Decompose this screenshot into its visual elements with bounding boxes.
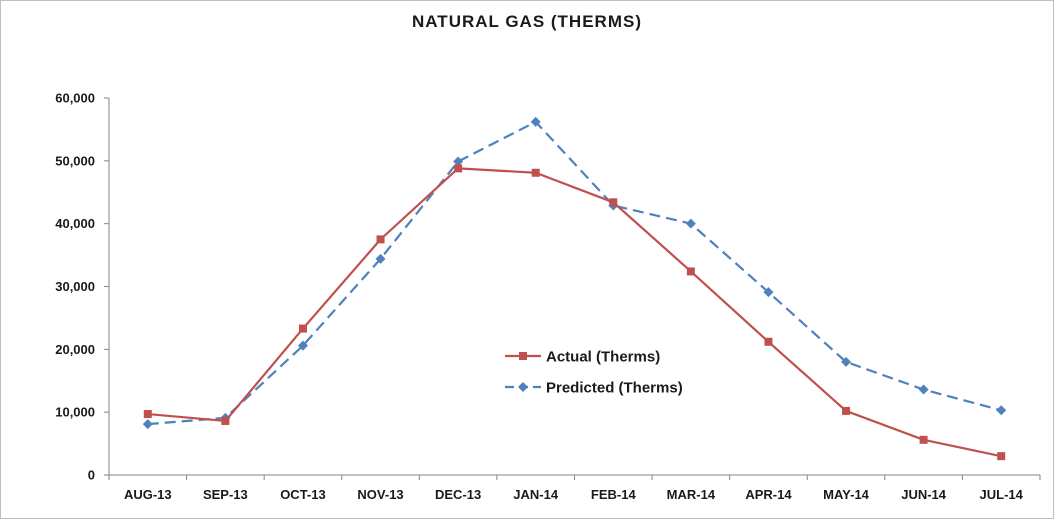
data-point-actual-therms xyxy=(531,168,540,177)
legend-swatch-marker xyxy=(518,382,528,392)
x-tick-label: OCT-13 xyxy=(280,487,326,502)
data-point-actual-therms xyxy=(298,324,307,333)
y-tick-label: 50,000 xyxy=(55,153,95,168)
x-tick-label: JUL-14 xyxy=(980,487,1024,502)
data-point-actual-therms xyxy=(764,337,773,346)
data-point-actual-therms xyxy=(376,235,385,244)
x-tick-label: JUN-14 xyxy=(901,487,947,502)
data-point-actual-therms xyxy=(609,198,618,207)
data-point-predicted-therms xyxy=(375,253,386,264)
data-point-actual-therms xyxy=(842,406,851,415)
data-point-actual-therms xyxy=(454,164,463,173)
x-tick-label: MAY-14 xyxy=(823,487,870,502)
data-point-predicted-therms xyxy=(297,340,308,351)
data-point-predicted-therms xyxy=(530,116,541,127)
data-point-actual-therms xyxy=(997,452,1006,461)
legend-label: Predicted (Therms) xyxy=(546,380,683,397)
y-tick-label: 0 xyxy=(88,468,95,483)
x-tick-label: FEB-14 xyxy=(591,487,637,502)
y-tick-label: 40,000 xyxy=(55,216,95,231)
legend-label: Actual (Therms) xyxy=(546,349,660,366)
data-point-actual-therms xyxy=(686,267,695,276)
x-tick-label: AUG-13 xyxy=(124,487,172,502)
data-point-predicted-therms xyxy=(918,384,929,395)
y-tick-label: 20,000 xyxy=(55,342,95,357)
data-point-predicted-therms xyxy=(996,405,1007,416)
chart-title: NATURAL GAS (THERMS) xyxy=(412,12,642,31)
x-tick-label: SEP-13 xyxy=(203,487,248,502)
x-tick-label: DEC-13 xyxy=(435,487,481,502)
series-line-actual-therms xyxy=(147,167,1002,458)
y-tick-label: 30,000 xyxy=(55,279,95,294)
x-tick-label: JAN-14 xyxy=(513,487,559,502)
x-tick-label: NOV-13 xyxy=(357,487,403,502)
data-point-actual-therms xyxy=(221,416,230,425)
data-point-predicted-therms xyxy=(763,287,774,298)
y-tick-label: 60,000 xyxy=(55,91,95,106)
data-point-predicted-therms xyxy=(841,356,852,367)
x-tick-label: MAR-14 xyxy=(667,487,716,502)
series-line-predicted-therms xyxy=(147,120,1002,426)
data-point-predicted-therms xyxy=(142,419,153,430)
data-point-actual-therms xyxy=(919,435,928,444)
legend-swatch-marker xyxy=(519,352,527,360)
data-point-predicted-therms xyxy=(453,156,464,167)
data-point-actual-therms xyxy=(143,410,152,419)
x-tick-label: APR-14 xyxy=(745,487,792,502)
data-point-predicted-therms xyxy=(685,218,696,229)
y-tick-label: 10,000 xyxy=(55,405,95,420)
